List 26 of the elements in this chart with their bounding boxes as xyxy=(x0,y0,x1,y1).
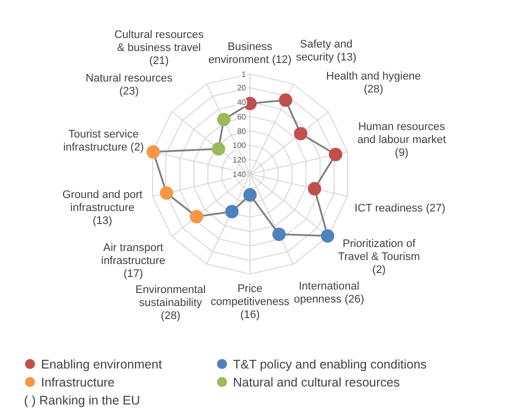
spoke-label: Ground and port infrastructure (13) xyxy=(62,189,142,228)
y-tick-label: 120 xyxy=(232,156,247,165)
text: T&T policy and enabling conditions xyxy=(233,358,427,372)
spoke-label: Prioritization of Travel & Tourism (2) xyxy=(338,238,420,276)
spoke-label: International openness (26) xyxy=(294,280,364,306)
spoke-label: ICT readiness (27) xyxy=(354,202,446,215)
spoke-label: Safety and security (13) xyxy=(296,38,356,64)
y-tick-label: 60 xyxy=(237,112,247,122)
spoke-label: Tourist service infrastructure (2) xyxy=(63,128,144,154)
y-tick-label: 140 xyxy=(232,170,247,179)
spoke-label: Business environment (12) xyxy=(208,41,292,66)
y-tick-label: 100 xyxy=(232,141,247,150)
text: ( ) Ranking in the EU xyxy=(24,394,140,408)
spoke-label: Air transport infrastructure (17) xyxy=(101,242,166,280)
y-tick-label: 1 xyxy=(242,70,247,79)
spoke-label: Price competitiveness (16) xyxy=(210,283,290,321)
text: Enabling environment xyxy=(41,358,162,372)
spoke-label: Cultural resources & business travel (21) xyxy=(114,28,204,67)
y-tick-label: 80 xyxy=(237,126,247,136)
text: Natural and cultural resources xyxy=(233,376,400,390)
spoke-label: Human resources and labour market (9) xyxy=(357,120,446,159)
text: Infrastructure xyxy=(41,376,115,390)
spoke-label: Environmental sustainability (28) xyxy=(135,284,206,322)
y-tick-label: 20 xyxy=(237,84,247,93)
spoke-label: Natural resources (23) xyxy=(86,72,173,98)
spoke-label: Health and hygiene (28) xyxy=(326,70,421,96)
